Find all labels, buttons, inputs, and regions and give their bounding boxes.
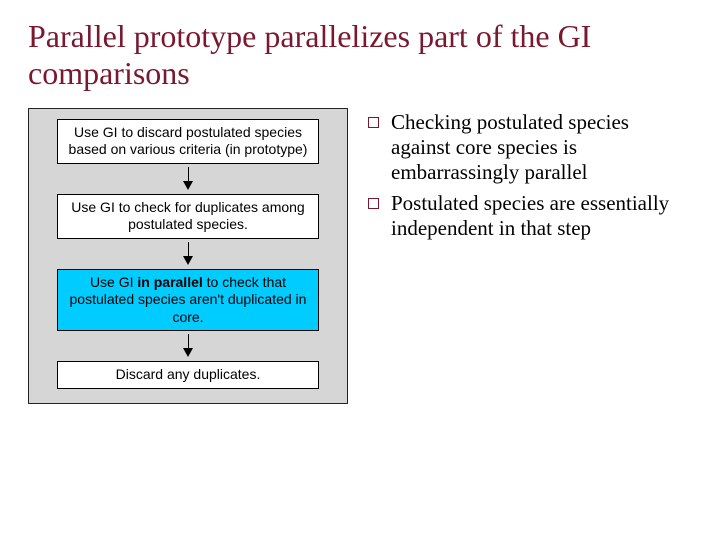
bullet-text: Checking postulated species against core… [391,110,692,186]
flow-box-3-bold: in parallel [137,274,202,290]
slide-title: Parallel prototype parallelizes part of … [28,18,692,92]
arrow-line [188,242,189,256]
flow-panel: Use GI to discard postulated species bas… [28,108,348,404]
slide: Parallel prototype parallelizes part of … [0,0,720,540]
bullets-panel: Checking postulated species against core… [368,108,692,404]
content-row: Use GI to discard postulated species bas… [28,108,692,404]
flow-box-2: Use GI to check for duplicates among pos… [57,194,319,239]
arrow-head-icon [183,181,193,190]
arrow-line [188,334,189,348]
flow-box-3: Use GI in parallel to check that postula… [57,269,319,332]
bullet-item: Checking postulated species against core… [368,110,692,186]
flow-box-1: Use GI to discard postulated species bas… [57,119,319,164]
bullet-item: Postulated species are essentially indep… [368,191,692,241]
arrow-line [188,167,189,181]
bullet-text: Postulated species are essentially indep… [391,191,692,241]
flow-box-4: Discard any duplicates. [57,361,319,389]
flow-arrow-3 [183,334,193,357]
flow-box-3-prefix: Use GI [90,274,137,290]
flow-arrow-2 [183,242,193,265]
bullet-list: Checking postulated species against core… [368,110,692,242]
arrow-head-icon [183,256,193,265]
bullet-marker-icon [368,117,379,128]
bullet-marker-icon [368,198,379,209]
flow-box-4-text: Discard any duplicates. [116,366,261,382]
flow-box-1-text: Use GI to discard postulated species bas… [69,124,308,158]
flow-arrow-1 [183,167,193,190]
arrow-head-icon [183,348,193,357]
flow-box-2-text: Use GI to check for duplicates among pos… [71,199,304,233]
